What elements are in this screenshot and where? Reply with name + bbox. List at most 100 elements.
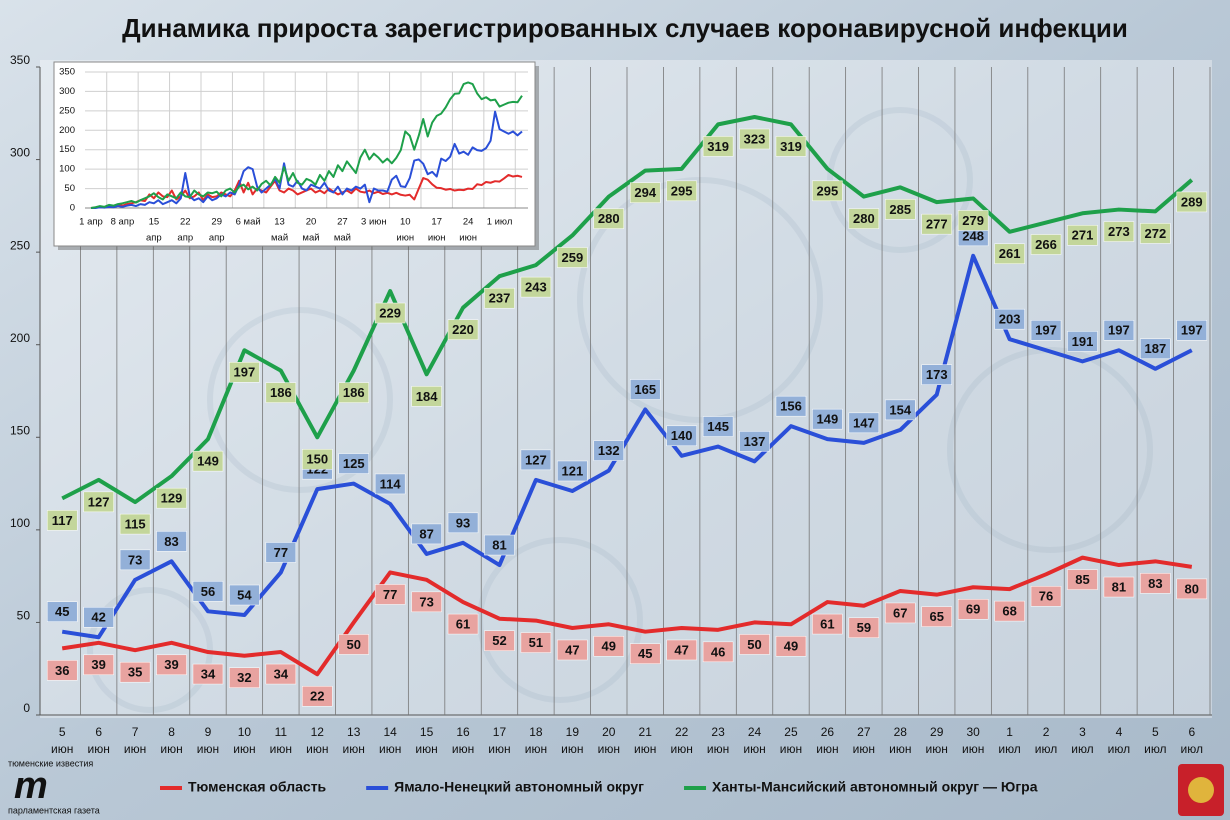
label-box (812, 408, 843, 430)
x-tick-label: 1 (1006, 725, 1013, 739)
series-line (91, 110, 523, 209)
x-tick-label: 8 апр (111, 217, 135, 228)
data-label: 280 (853, 211, 875, 226)
label-box (885, 602, 916, 624)
y-tick-label: 350 (59, 67, 75, 78)
label-box (83, 606, 114, 628)
data-label: 59 (857, 620, 871, 635)
series-line (61, 114, 1194, 505)
data-label: 277 (926, 217, 948, 232)
data-label: 45 (638, 646, 652, 661)
x-tick-label: июн (926, 742, 948, 756)
label-box (994, 600, 1025, 622)
x-tick-label: июн (343, 742, 365, 756)
x-tick-label: июн (396, 233, 414, 244)
data-label: 137 (744, 434, 766, 449)
x-tick-label: 13 (347, 725, 361, 739)
label-box (156, 487, 187, 509)
label-box (447, 319, 479, 340)
label-box (666, 425, 697, 447)
data-label: 47 (674, 642, 688, 657)
x-tick-label: июн (816, 742, 838, 756)
data-label: 39 (91, 657, 105, 672)
x-tick-label: апр (209, 233, 225, 244)
label-box (1176, 320, 1208, 341)
label-box (739, 634, 770, 655)
data-label: 80 (1185, 581, 1199, 596)
x-tick-label: июн (561, 742, 583, 756)
x-tick-label: июн (780, 742, 802, 756)
label-box (302, 449, 333, 470)
data-label: 259 (561, 250, 583, 265)
label-box (1030, 586, 1062, 607)
y-tick-label: 200 (10, 331, 30, 345)
data-label: 191 (1072, 334, 1094, 349)
data-label: 150 (306, 452, 328, 467)
data-label: 51 (529, 635, 543, 650)
data-label: 67 (893, 605, 907, 620)
y-tick-label: 50 (64, 183, 75, 194)
label-box (702, 641, 734, 663)
data-label: 83 (1148, 576, 1162, 591)
label-box (374, 473, 406, 495)
data-label: 140 (671, 428, 693, 443)
legend-label: Ямало-Ненецкий автономный округ (394, 779, 644, 795)
x-tick-label: 26 (821, 725, 835, 739)
label-box (229, 584, 260, 606)
data-label: 229 (379, 305, 401, 320)
inset-box (53, 61, 536, 247)
x-tick-label: май (334, 233, 351, 244)
data-label: 243 (525, 280, 547, 295)
label-box (265, 542, 297, 563)
x-tick-label: 13 (274, 217, 285, 228)
label-box (775, 636, 807, 657)
x-tick-label: июн (428, 233, 446, 244)
label-box (957, 599, 989, 620)
data-label: 61 (820, 617, 834, 632)
data-label: 42 (91, 610, 105, 625)
data-label: 34 (274, 666, 289, 681)
label-box (629, 643, 661, 664)
x-tick-label: июн (525, 742, 547, 756)
data-label: 154 (889, 402, 911, 417)
y-tick-label: 100 (59, 164, 75, 175)
data-label: 73 (419, 594, 433, 609)
x-tick-label: июн (124, 742, 146, 756)
data-label: 173 (926, 367, 948, 382)
logo-top: тюменские известия (8, 758, 93, 768)
x-tick-label: 24 (463, 217, 474, 228)
label-box (338, 382, 369, 403)
data-label: 54 (237, 587, 252, 602)
label-box (1140, 573, 1171, 594)
data-label: 220 (452, 322, 474, 337)
x-tick-label: июн (270, 742, 292, 756)
x-tick-label: апр (177, 233, 193, 244)
x-tick-label: 6 май (236, 217, 261, 228)
data-label: 266 (1035, 237, 1057, 252)
x-tick-label: июн (743, 742, 765, 756)
data-label: 77 (383, 587, 397, 602)
data-label: 319 (707, 139, 729, 154)
label-box (1176, 191, 1208, 213)
label-box (1030, 320, 1062, 341)
x-tick-label: июн (598, 742, 620, 756)
data-label: 147 (853, 415, 875, 430)
data-label: 186 (270, 385, 292, 400)
label-box (921, 213, 952, 235)
label-box (629, 379, 661, 400)
data-label: 197 (1108, 323, 1130, 338)
label-box (338, 453, 369, 474)
data-label: 76 (1039, 589, 1053, 604)
label-box (1103, 221, 1135, 242)
label-box (557, 639, 588, 661)
label-box (447, 613, 479, 635)
data-label: 85 (1075, 572, 1089, 587)
label-box (848, 617, 880, 639)
x-tick-label: 4 (1116, 725, 1123, 739)
label-box (520, 276, 552, 298)
x-tick-label: 5 (1152, 725, 1159, 739)
label-box (229, 362, 260, 383)
x-tick-label: июн (87, 742, 109, 756)
data-label: 149 (817, 412, 839, 427)
x-tick-label: 20 (602, 725, 616, 739)
